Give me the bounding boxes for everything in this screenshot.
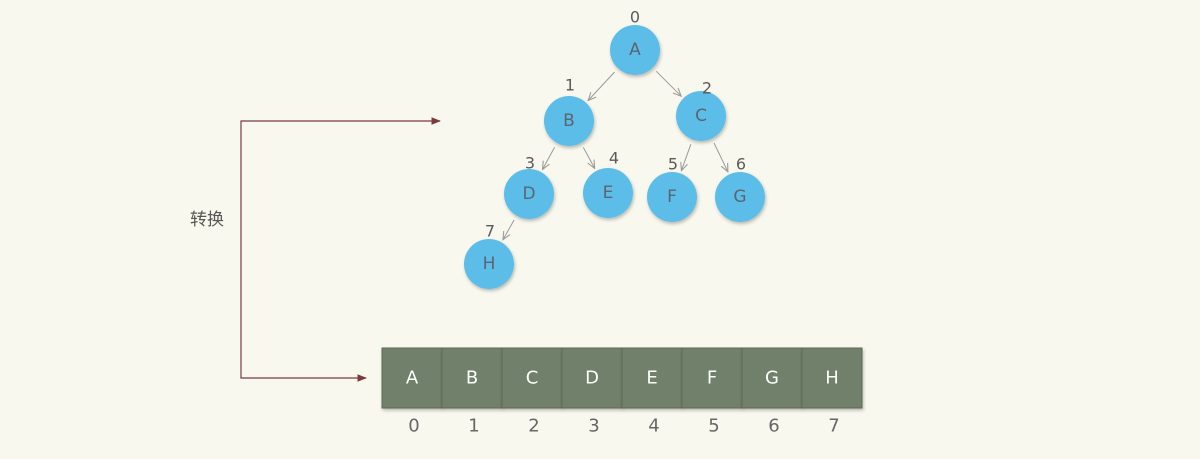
- edge-b-d: [543, 147, 556, 169]
- array-index-label: 2: [528, 416, 539, 437]
- node-index-label: 0: [630, 8, 640, 27]
- node-index-label: 2: [702, 79, 712, 98]
- array-index-label: 7: [828, 416, 839, 437]
- convert-arrow: 转换: [190, 117, 441, 382]
- tree-node-g: G6: [715, 155, 765, 222]
- node-label: E: [603, 183, 614, 203]
- node-label: C: [695, 106, 707, 126]
- convert-label: 转换: [190, 210, 224, 230]
- node-label: G: [733, 187, 746, 207]
- edge-c-g: [713, 142, 728, 172]
- edge-a-c: [655, 70, 681, 96]
- array-cell-1: B1: [441, 347, 503, 437]
- array-cell-3: D3: [561, 347, 623, 437]
- convert-arrow-line: [240, 117, 441, 382]
- edge-b-e: [582, 147, 594, 168]
- array-index-label: 4: [648, 416, 659, 437]
- node-circle: [544, 96, 594, 146]
- array-cell-label: E: [646, 368, 657, 389]
- edge-a-b: [588, 71, 615, 101]
- node-circle: [464, 239, 514, 289]
- tree-edges: [503, 70, 728, 240]
- node-circle: [610, 25, 660, 75]
- array-cell-0: A0: [381, 347, 443, 437]
- node-label: A: [629, 40, 641, 60]
- array-cell-box: [681, 347, 743, 409]
- tree-node-c: C2: [676, 79, 726, 141]
- edge-d-h: [503, 219, 515, 240]
- node-label: F: [667, 187, 677, 207]
- array-cell-label: A: [406, 368, 419, 389]
- tree-node-b: B1: [544, 76, 594, 146]
- array-cell-2: C2: [501, 347, 563, 437]
- array-cell-box: [441, 347, 503, 409]
- array-index-label: 6: [768, 416, 779, 437]
- array-cell-label: G: [765, 368, 779, 389]
- node-index-label: 3: [525, 154, 535, 173]
- array-cell-label: B: [466, 368, 478, 389]
- node-circle: [715, 172, 765, 222]
- node-index-label: 1: [565, 76, 575, 95]
- tree-node-a: A0: [610, 8, 660, 75]
- node-circle: [504, 169, 554, 219]
- node-circle: [647, 172, 697, 222]
- node-index-label: 6: [736, 155, 746, 174]
- array-cell-label: F: [707, 368, 717, 389]
- array-cell-box: [801, 347, 863, 409]
- node-label: D: [522, 184, 535, 204]
- node-label: B: [563, 111, 575, 131]
- tree-node-e: E4: [583, 149, 633, 218]
- array-index-label: 0: [408, 416, 419, 437]
- array-cell-label: H: [825, 368, 839, 389]
- array-cell-box: [741, 347, 803, 409]
- array-cell-box: [561, 347, 623, 409]
- node-index-label: 7: [485, 222, 495, 241]
- array-cell-5: F5: [681, 347, 743, 437]
- tree-node-h: H7: [464, 222, 514, 289]
- tree-node-d: D3: [504, 154, 554, 219]
- node-label: H: [483, 254, 496, 274]
- array-cell-box: [381, 347, 443, 409]
- edge-c-f: [681, 144, 692, 170]
- node-index-label: 5: [668, 155, 678, 174]
- array-cell-box: [621, 347, 683, 409]
- array-index-label: 3: [588, 416, 599, 437]
- array-cell-6: G6: [741, 347, 803, 437]
- node-index-label: 4: [609, 149, 619, 168]
- array-index-label: 5: [708, 416, 719, 437]
- array-cell-4: E4: [621, 347, 683, 437]
- node-circle: [676, 91, 726, 141]
- node-circle: [583, 168, 633, 218]
- array-index-label: 1: [468, 416, 479, 437]
- tree-node-f: F5: [647, 155, 697, 222]
- array-cell-7: H7: [801, 347, 863, 437]
- array-cell-label: D: [585, 368, 599, 389]
- array-cell-label: C: [526, 368, 539, 389]
